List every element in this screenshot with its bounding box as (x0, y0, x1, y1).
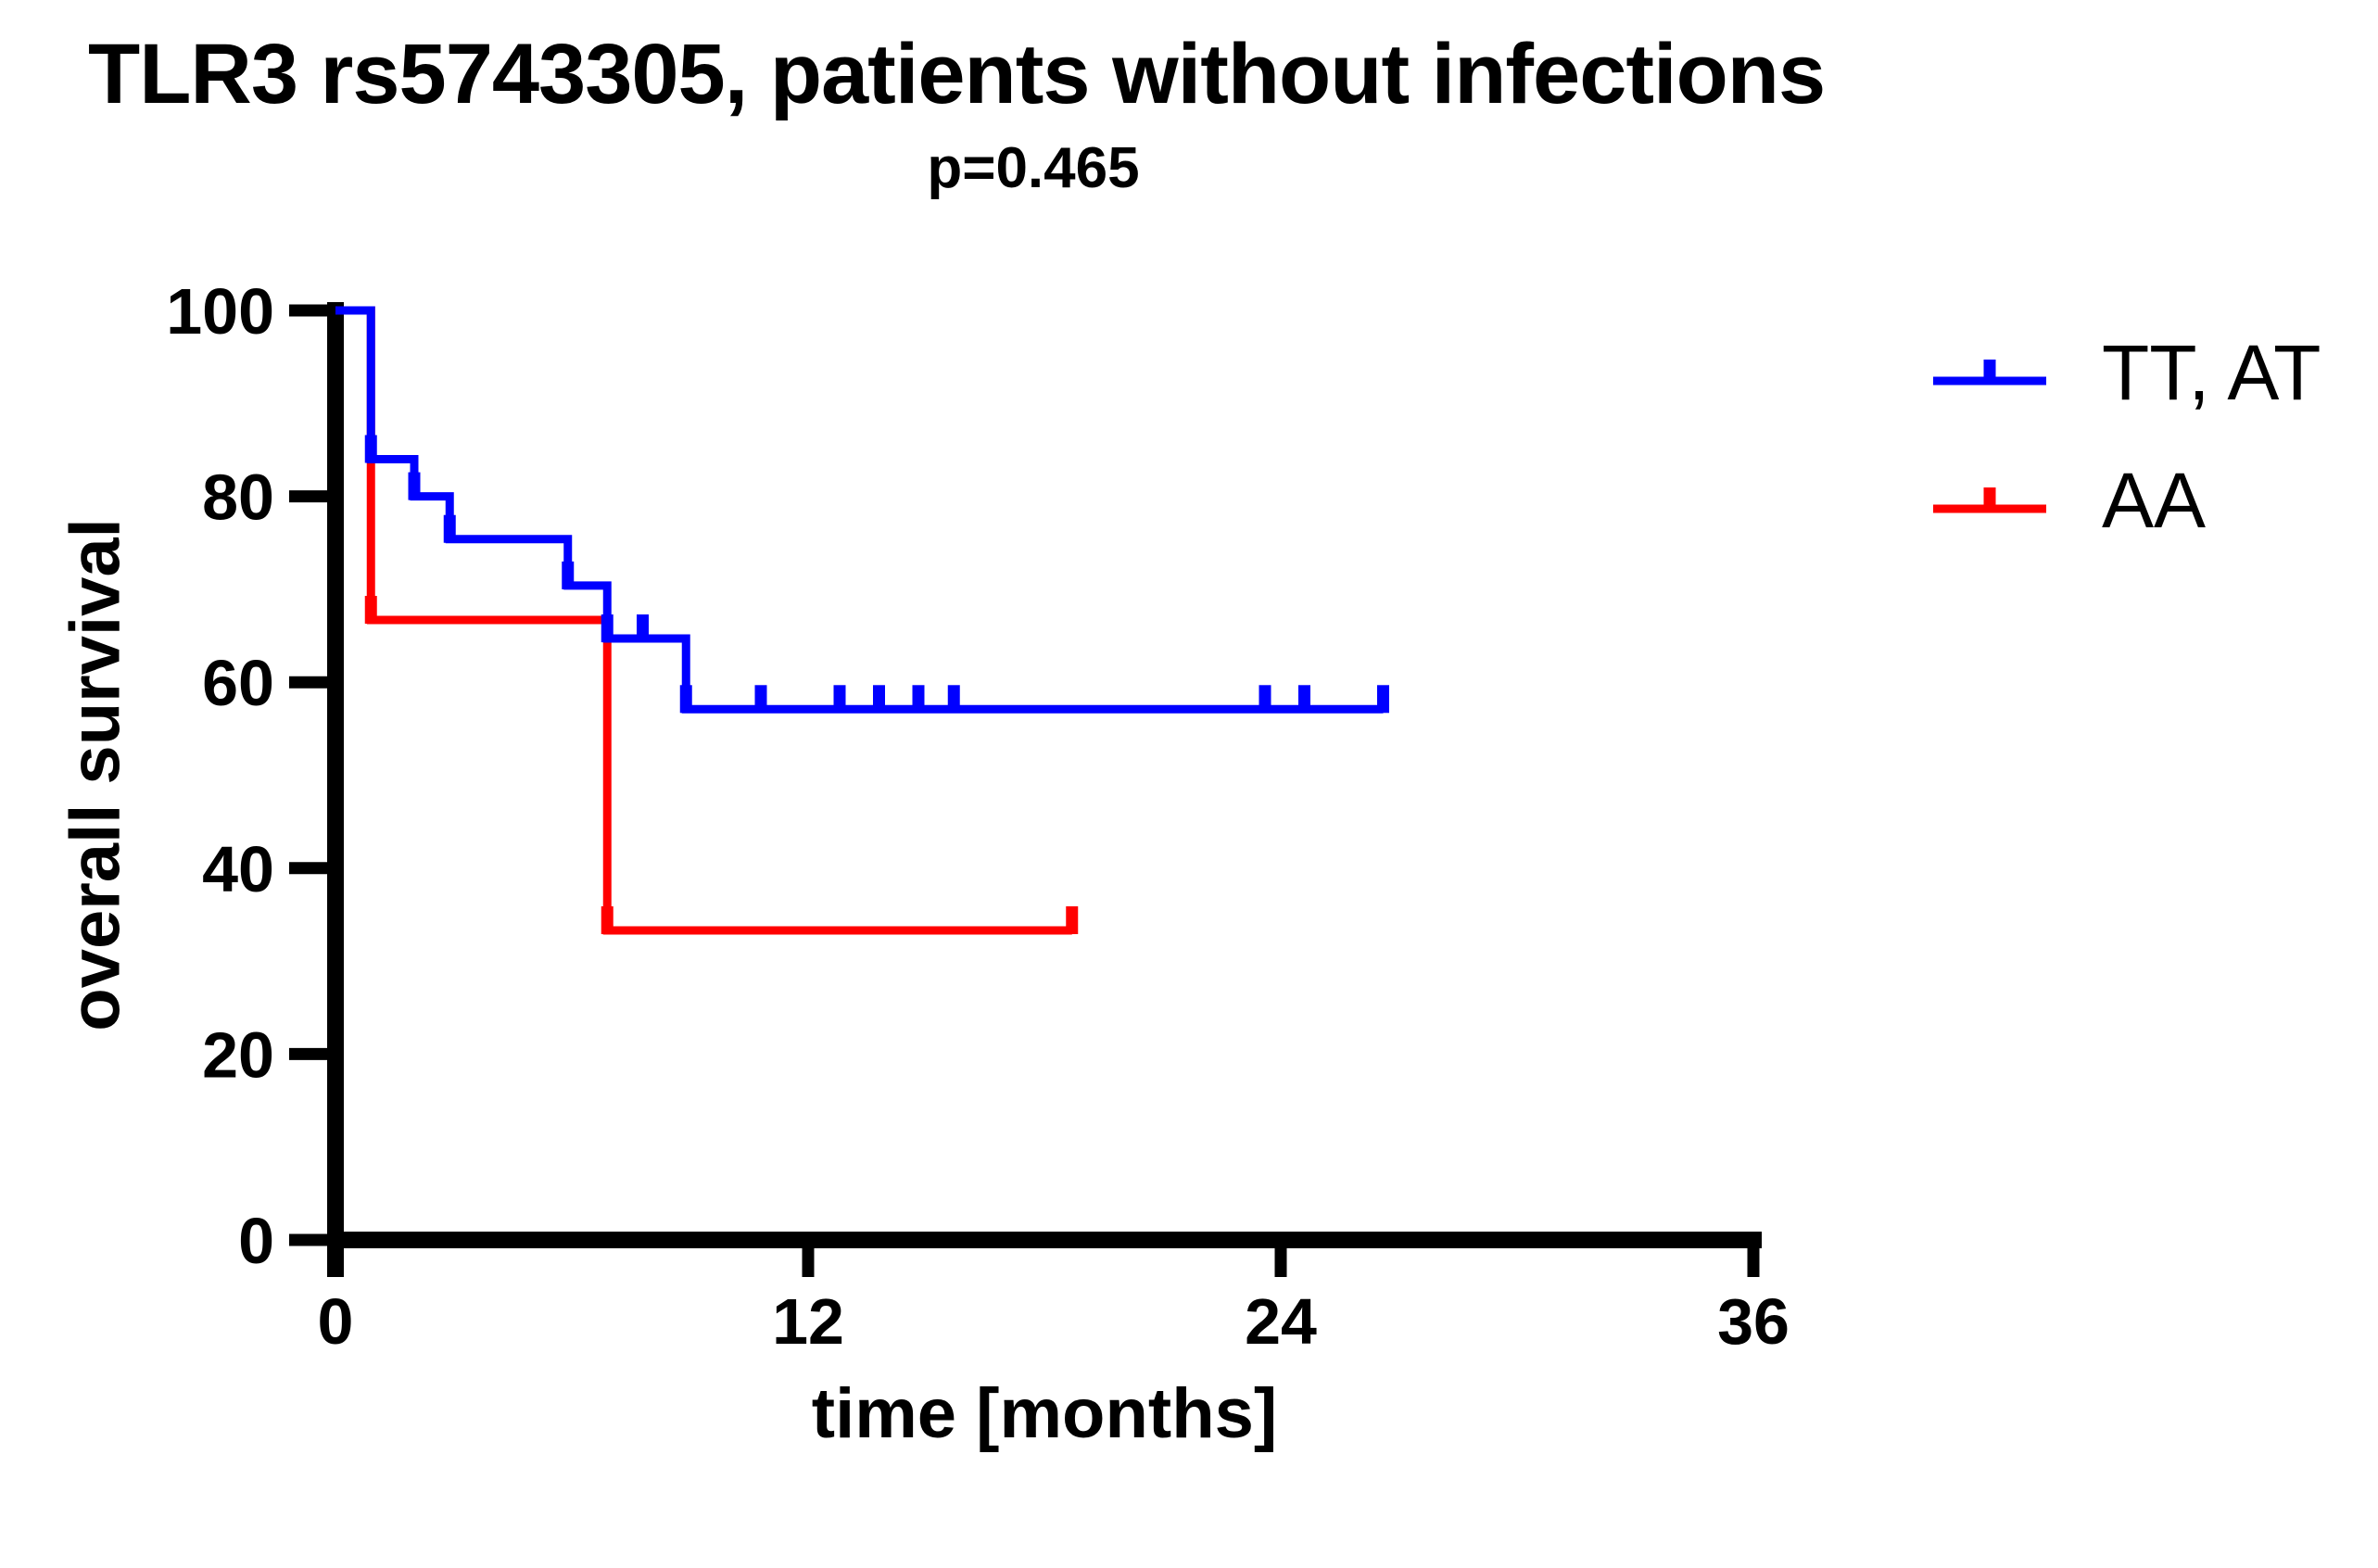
censor-tick (1259, 685, 1271, 714)
y-tick-label: 20 (202, 1018, 274, 1091)
censor-tick (1983, 487, 1996, 512)
p-value-label: p=0.465 (927, 136, 1140, 200)
x-tick-label: 12 (772, 1285, 844, 1358)
censor-tick (912, 685, 925, 714)
censor-tick (873, 685, 885, 714)
censor-tick (679, 685, 692, 714)
legend: TT, AT AA (1929, 324, 2321, 580)
survival-curve-aa (335, 306, 1072, 935)
x-axis-title: time [months] (811, 1374, 1278, 1453)
y-tick-label: 100 (166, 275, 274, 348)
y-tick-label: 80 (202, 462, 274, 534)
legend-label: AA (2102, 456, 2207, 544)
y-tick-label: 60 (202, 647, 274, 719)
legend-curve-symbol (1933, 487, 2046, 513)
legend-label: TT, AT (2102, 328, 2321, 416)
censor-tick (408, 472, 421, 500)
censor-tick (1983, 360, 1996, 384)
censor-tick (947, 685, 960, 714)
x-tick-label: 24 (1245, 1285, 1317, 1358)
legend-curve-symbol (1933, 360, 2046, 386)
censor-tick (1066, 906, 1079, 935)
x-tick-label: 0 (318, 1285, 354, 1358)
y-tick-label: 40 (202, 833, 274, 905)
legend-item: TT, AT (1929, 324, 2321, 421)
censor-tick (443, 514, 456, 543)
censor-tick (833, 685, 846, 714)
survival-curve-tt-at (335, 306, 1384, 714)
x-tick-label: 36 (1717, 1285, 1790, 1358)
censor-tick (562, 561, 575, 589)
censor-tick (637, 614, 649, 643)
censor-tick (601, 614, 613, 643)
censor-tick (364, 595, 377, 624)
censor-tick (754, 685, 767, 714)
y-tick-label: 0 (238, 1205, 274, 1277)
censor-tick (1298, 685, 1310, 714)
chart-title: TLR3 rs5743305, patients without infecti… (88, 27, 1826, 121)
censor-tick (364, 435, 377, 463)
censor-tick (1377, 685, 1389, 714)
legend-item: AA (1929, 452, 2321, 549)
censor-tick (601, 906, 613, 935)
